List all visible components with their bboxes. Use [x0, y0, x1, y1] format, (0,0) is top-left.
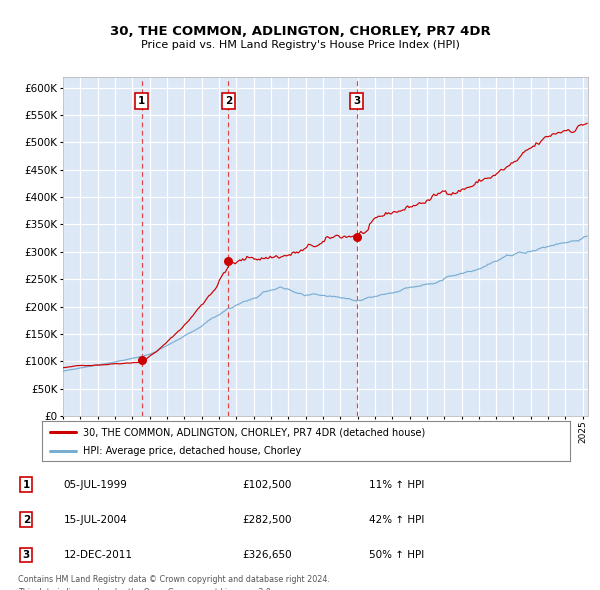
Text: 12-DEC-2011: 12-DEC-2011 — [64, 550, 133, 560]
Text: 15-JUL-2004: 15-JUL-2004 — [64, 515, 128, 525]
Text: 50% ↑ HPI: 50% ↑ HPI — [369, 550, 424, 560]
Text: £326,650: £326,650 — [242, 550, 292, 560]
Text: Contains HM Land Registry data © Crown copyright and database right 2024.: Contains HM Land Registry data © Crown c… — [18, 575, 330, 584]
Text: 2: 2 — [224, 96, 232, 106]
Text: £102,500: £102,500 — [242, 480, 292, 490]
Text: This data is licensed under the Open Government Licence v3.0.: This data is licensed under the Open Gov… — [18, 588, 274, 590]
Text: 1: 1 — [23, 480, 30, 490]
Text: Price paid vs. HM Land Registry's House Price Index (HPI): Price paid vs. HM Land Registry's House … — [140, 40, 460, 50]
Text: 30, THE COMMON, ADLINGTON, CHORLEY, PR7 4DR (detached house): 30, THE COMMON, ADLINGTON, CHORLEY, PR7 … — [83, 427, 425, 437]
Text: 3: 3 — [353, 96, 361, 106]
Text: £282,500: £282,500 — [242, 515, 292, 525]
Text: 05-JUL-1999: 05-JUL-1999 — [64, 480, 128, 490]
Text: 2: 2 — [23, 515, 30, 525]
Text: 30, THE COMMON, ADLINGTON, CHORLEY, PR7 4DR: 30, THE COMMON, ADLINGTON, CHORLEY, PR7 … — [110, 25, 490, 38]
Text: 11% ↑ HPI: 11% ↑ HPI — [369, 480, 424, 490]
Text: HPI: Average price, detached house, Chorley: HPI: Average price, detached house, Chor… — [83, 447, 301, 456]
Text: 1: 1 — [138, 96, 145, 106]
Text: 42% ↑ HPI: 42% ↑ HPI — [369, 515, 424, 525]
Text: 3: 3 — [23, 550, 30, 560]
